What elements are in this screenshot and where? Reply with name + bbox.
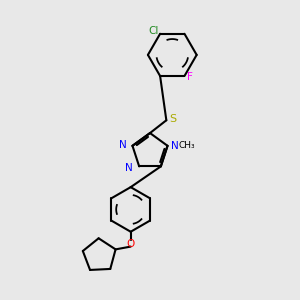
Text: O: O — [127, 238, 135, 249]
Text: N: N — [119, 140, 127, 150]
Text: N: N — [171, 141, 179, 151]
Text: S: S — [169, 114, 176, 124]
Text: CH₃: CH₃ — [179, 141, 195, 150]
Text: Cl: Cl — [148, 26, 159, 36]
Text: F: F — [188, 73, 193, 82]
Text: N: N — [125, 163, 133, 172]
